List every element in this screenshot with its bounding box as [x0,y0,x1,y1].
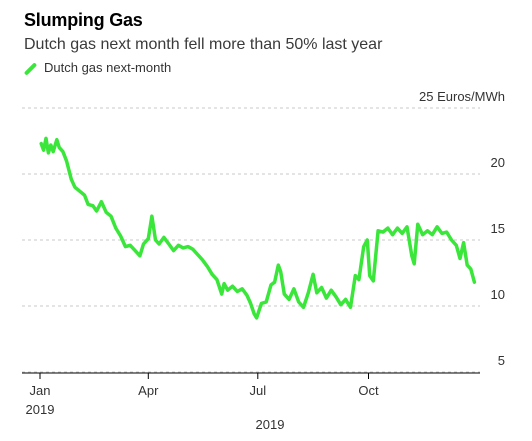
y-tick-label-25: 25 Euros/MWh [419,89,505,104]
series-line-dutch-gas-next-month [39,136,477,320]
x-axis-caption: 2019 [256,417,285,432]
chart-subtitle: Dutch gas next month fell more than 50% … [24,36,383,53]
x-axis: Jan 2019 Apr Jul Oct 2019 [22,372,480,432]
y-tick-label-20: 20 [491,155,505,170]
legend: Dutch gas next-month [24,60,171,75]
series-layer [39,136,477,320]
legend-label: Dutch gas next-month [44,60,172,75]
y-tick-label-5: 5 [498,353,505,368]
x-tick-label-jul: Jul [249,383,266,398]
x-tick-label-jan: Jan [30,383,51,398]
x-tick-sublabel-year: 2019 [26,402,55,417]
gridlines [22,107,480,373]
y-axis-ticks: 5 10 15 20 25 Euros/MWh [419,89,505,368]
x-tick-label-oct: Oct [358,383,379,398]
x-tick-label-apr: Apr [138,383,159,398]
y-tick-label-10: 10 [491,287,505,302]
y-tick-label-15: 15 [491,221,505,236]
chart-title: Slumping Gas [24,10,143,30]
